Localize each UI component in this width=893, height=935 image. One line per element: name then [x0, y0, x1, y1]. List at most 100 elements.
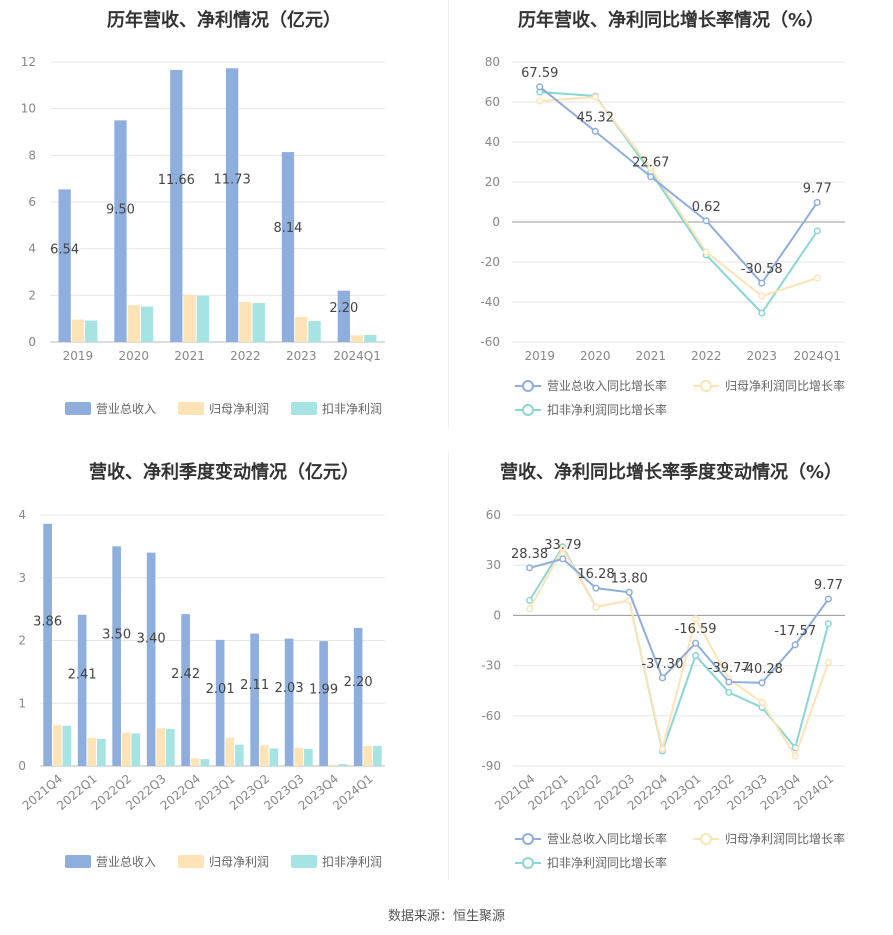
legend-label: 扣非净利润	[322, 402, 382, 416]
bar-revenue	[215, 639, 225, 766]
y-tick-label: -40	[480, 295, 500, 309]
data-point	[658, 745, 666, 753]
bar-deducted-profit	[364, 335, 377, 342]
annual-growth-chart: -60 -40 -20 0 20 40 60 80 67.59 45.32 22.67 0.62 -30…	[480, 55, 845, 417]
bar-revenue	[337, 290, 350, 342]
annual-bar-panel: 历年营收、净利情况（亿元） 0 2 4 6 8 10 12 6.54 2019 9.50 2020 1…	[0, 0, 448, 430]
data-label: 9.77	[803, 181, 832, 196]
data-point	[625, 588, 633, 596]
bar-deducted-profit	[140, 306, 154, 342]
bar-revenue	[114, 120, 127, 342]
data-label: 67.59	[521, 66, 558, 81]
data-label: 33.79	[544, 538, 581, 553]
y-tick-label: 30	[486, 558, 501, 572]
bar-deducted-profit	[131, 733, 141, 766]
y-tick-label: 2	[28, 288, 36, 302]
data-label: 9.50	[106, 202, 135, 217]
data-point	[526, 596, 534, 604]
y-tick-label: 0	[28, 335, 36, 349]
panel-title: 营收、净利季度变动情况（亿元）	[89, 462, 359, 483]
data-label: -39.77	[708, 661, 750, 676]
data-point	[824, 620, 832, 628]
x-tick-label: 2021	[635, 349, 666, 363]
x-tick-label: 2021	[174, 349, 205, 363]
bar-revenue	[112, 546, 121, 766]
series-line-deducted-profit	[528, 544, 830, 755]
data-label: 3.86	[33, 615, 62, 630]
y-tick-label: 60	[486, 508, 501, 522]
data-label: 9.77	[814, 578, 843, 593]
y-tick-label: 4	[28, 242, 36, 256]
x-tick-label: 2019	[524, 349, 555, 363]
bar-revenue	[146, 552, 156, 766]
data-label: 2.20	[344, 675, 373, 690]
legend-swatch	[65, 855, 91, 868]
vertical-divider-bottom	[448, 452, 449, 880]
data-label: 45.32	[577, 110, 614, 125]
data-label: 2.11	[240, 678, 269, 693]
panel-title: 营收、净利同比增长率季度变动情况（%）	[499, 462, 843, 483]
bar-net-profit	[87, 737, 97, 766]
legend-swatch	[178, 402, 204, 415]
data-point	[591, 127, 599, 135]
y-tick-label: 2	[18, 634, 26, 648]
legend-label: 归母净利润	[209, 402, 269, 416]
data-point	[725, 688, 733, 696]
bar-revenue	[225, 68, 239, 343]
bar-net-profit	[328, 764, 338, 766]
series-line-revenue	[539, 86, 819, 285]
data-point	[702, 217, 710, 225]
y-tick-label: 1	[18, 696, 26, 710]
legend-marker	[522, 833, 534, 845]
bar-revenue	[43, 523, 52, 766]
bar-revenue	[77, 614, 87, 766]
data-point	[526, 564, 534, 572]
bar-net-profit	[127, 305, 140, 342]
y-tick-label: 0	[493, 608, 501, 622]
data-point	[758, 679, 766, 687]
x-tick-label: 2024Q1	[333, 349, 381, 363]
legend-label: 营业总收入	[96, 402, 156, 416]
x-tick-label: 2023	[286, 349, 317, 363]
bar-net-profit	[121, 732, 131, 766]
data-label: -17.57	[774, 624, 816, 639]
y-tick-label: 10	[21, 102, 36, 116]
data-source: 数据来源：恒生聚源	[387, 909, 505, 924]
legend-swatch	[65, 402, 91, 415]
x-tick-label: 2022	[230, 349, 261, 363]
bar-revenue	[281, 152, 295, 342]
legend-label: 扣非净利润同比增长率	[547, 855, 667, 870]
data-point	[758, 698, 766, 706]
data-point	[813, 227, 821, 235]
data-point	[824, 658, 832, 666]
panel-title: 历年营收、净利同比增长率情况（%）	[517, 10, 825, 31]
legend-swatch	[178, 855, 204, 868]
data-point	[824, 595, 832, 603]
y-tick-label: -30	[481, 659, 501, 673]
legend-marker	[522, 857, 534, 869]
data-label: 3.40	[137, 631, 166, 646]
data-point	[813, 274, 821, 282]
data-label: 13.80	[611, 571, 648, 586]
bar-deducted-profit	[269, 748, 279, 766]
vertical-divider-top	[448, 0, 449, 428]
bar-net-profit	[363, 745, 373, 766]
bar-net-profit	[259, 745, 269, 766]
bar-revenue	[284, 638, 294, 766]
bar-deducted-profit	[85, 320, 98, 342]
quarterly-growth-panel: 营收、净利同比增长率季度变动情况（%） -90 -60 -30 0 30 60 28.38 3…	[449, 452, 893, 892]
x-tick-label: 2020	[580, 349, 611, 363]
legend-label: 扣非净利润同比增长率	[547, 402, 667, 417]
y-tick-label: 12	[21, 55, 36, 69]
bar-deducted-profit	[252, 303, 265, 342]
legend-marker	[522, 404, 534, 416]
data-label: 11.73	[214, 172, 251, 187]
data-label: 2.03	[275, 681, 304, 696]
legend-swatch	[291, 855, 317, 868]
data-point	[592, 584, 600, 592]
data-label: -30.58	[741, 262, 783, 277]
y-tick-label: -20	[480, 255, 500, 269]
data-point	[692, 652, 700, 660]
y-tick-label: 8	[28, 148, 36, 162]
data-label: 8.14	[273, 221, 302, 236]
